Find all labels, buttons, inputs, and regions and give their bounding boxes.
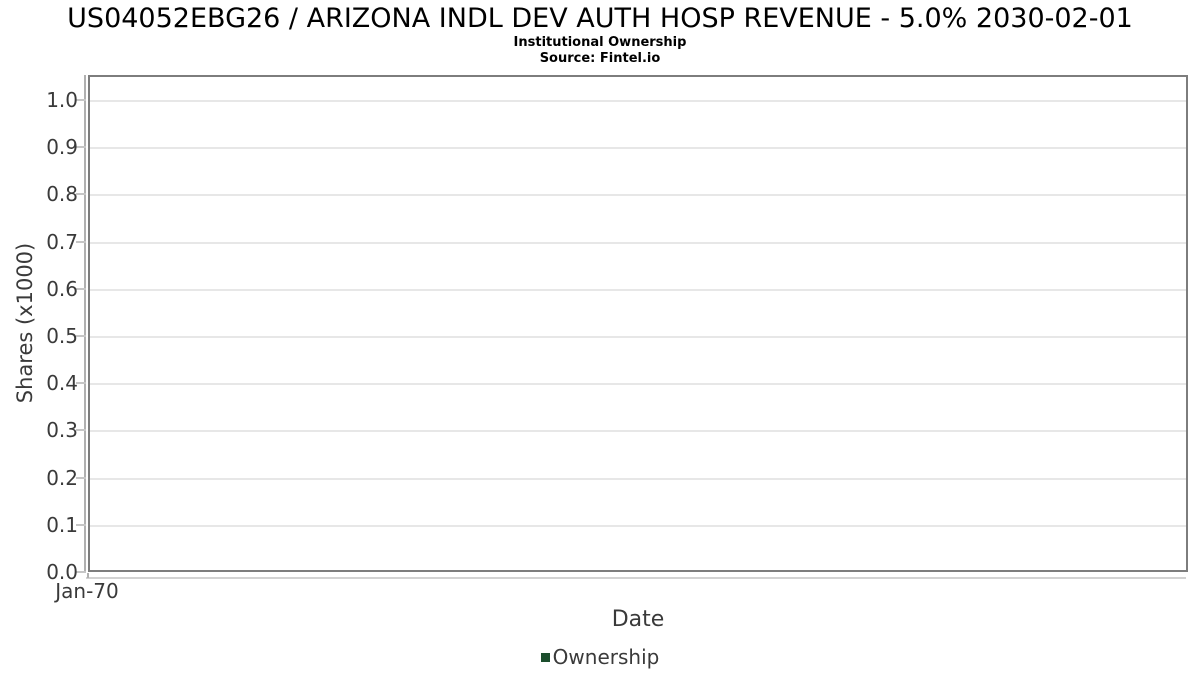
y-tick-mark — [76, 477, 86, 479]
gridline — [90, 525, 1186, 527]
x-tick-mark — [87, 573, 89, 578]
gridline — [90, 336, 1186, 338]
y-tick-label: 0.2 — [46, 466, 78, 490]
legend-item-ownership: Ownership — [552, 645, 660, 669]
gridline — [90, 478, 1186, 480]
y-axis-line — [84, 75, 86, 572]
x-tick-label: Jan-70 — [55, 579, 119, 603]
legend: Ownership — [0, 645, 1200, 669]
y-tick-label: 1.0 — [46, 88, 78, 112]
y-tick-label: 0.0 — [46, 560, 78, 584]
y-tick-mark — [76, 146, 86, 148]
legend-marker-square-icon — [540, 652, 550, 662]
y-tick-mark — [76, 429, 86, 431]
y-tick-mark — [76, 382, 86, 384]
y-tick-label: 0.3 — [46, 418, 78, 442]
gridline — [90, 147, 1186, 149]
y-tick-mark — [76, 524, 86, 526]
chart-subtitle: Institutional Ownership — [513, 35, 687, 50]
y-tick-label: 0.6 — [46, 277, 78, 301]
y-tick-mark — [76, 335, 86, 337]
chart-source: Source: Fintel.io — [539, 51, 661, 66]
y-tick-mark — [76, 99, 86, 101]
y-tick-label: 0.8 — [46, 182, 78, 206]
y-tick-label: 0.5 — [46, 324, 78, 348]
gridline — [90, 242, 1186, 244]
gridline — [90, 430, 1186, 432]
y-tick-label: 0.1 — [46, 513, 78, 537]
gridline — [90, 194, 1186, 196]
gridline — [90, 383, 1186, 385]
plot-area — [88, 75, 1188, 572]
chart-title: US04052EBG26 / ARIZONA INDL DEV AUTH HOS… — [67, 3, 1133, 34]
y-tick-mark — [76, 571, 86, 573]
gridline — [90, 100, 1186, 102]
y-tick-label: 0.7 — [46, 230, 78, 254]
x-axis-title: Date — [611, 607, 665, 632]
y-tick-label: 0.9 — [46, 135, 78, 159]
x-axis-line — [86, 577, 1186, 579]
y-tick-mark — [76, 241, 86, 243]
y-tick-label: 0.4 — [46, 371, 78, 395]
gridline — [90, 289, 1186, 291]
y-tick-mark — [76, 193, 86, 195]
y-tick-mark — [76, 288, 86, 290]
